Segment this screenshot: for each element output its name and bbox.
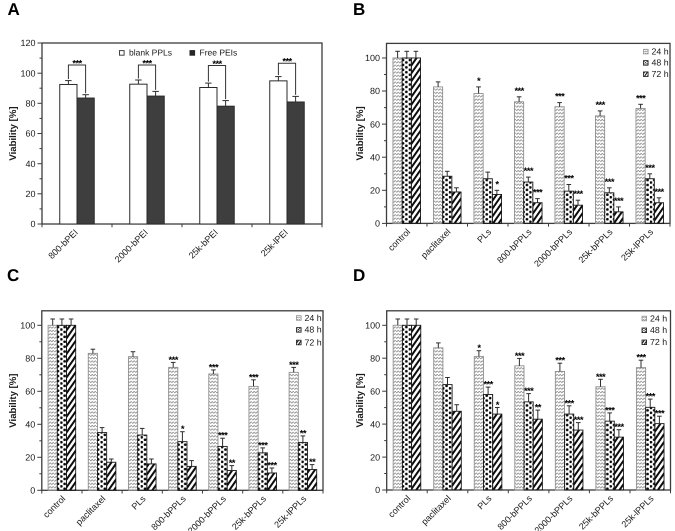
svg-text:48 h: 48 h <box>652 58 669 68</box>
svg-text:80: 80 <box>25 99 35 109</box>
svg-text:100: 100 <box>20 68 35 78</box>
svg-text:***: *** <box>514 86 524 97</box>
svg-text:***: *** <box>614 196 624 207</box>
svg-text:120: 120 <box>20 38 35 48</box>
svg-text:40: 40 <box>370 419 380 429</box>
svg-text:***: *** <box>483 380 493 391</box>
svg-text:**: ** <box>300 428 307 439</box>
svg-text:***: *** <box>596 372 606 383</box>
svg-text:***: *** <box>595 100 605 111</box>
svg-text:80: 80 <box>370 353 380 363</box>
svg-text:***: *** <box>655 409 665 420</box>
svg-text:***: *** <box>555 356 565 367</box>
svg-text:***: *** <box>258 440 268 451</box>
svg-text:***: *** <box>555 92 565 103</box>
svg-text:***: *** <box>72 59 82 70</box>
svg-text:***: *** <box>636 93 646 104</box>
svg-text:60: 60 <box>25 387 35 397</box>
svg-text:40: 40 <box>25 420 35 430</box>
svg-text:24 h: 24 h <box>652 46 669 56</box>
svg-text:***: *** <box>142 59 152 70</box>
svg-text:***: *** <box>574 415 584 426</box>
svg-text:***: *** <box>524 166 534 177</box>
svg-text:***: *** <box>515 351 525 362</box>
svg-text:*: * <box>477 343 481 354</box>
svg-text:***: *** <box>614 422 624 433</box>
svg-text:***: *** <box>218 431 228 442</box>
svg-text:24 h: 24 h <box>305 313 322 323</box>
svg-text:*: * <box>495 179 499 190</box>
svg-text:***: *** <box>209 362 219 373</box>
svg-text:***: *** <box>605 177 615 188</box>
svg-text:Viability [%]: Viability [%] <box>355 373 366 427</box>
svg-text:Free PEIs: Free PEIs <box>200 48 238 58</box>
svg-text:0: 0 <box>30 219 35 229</box>
svg-text:***: *** <box>605 405 615 416</box>
svg-text:60: 60 <box>25 129 35 139</box>
svg-text:C: C <box>7 266 19 285</box>
svg-text:**: ** <box>309 457 316 468</box>
svg-text:***: *** <box>289 360 299 371</box>
svg-text:100: 100 <box>20 321 35 331</box>
svg-text:***: *** <box>524 386 534 397</box>
svg-text:Viability [%]: Viability [%] <box>8 373 19 427</box>
svg-text:*: * <box>477 76 481 87</box>
svg-text:blank PPLs: blank PPLs <box>129 48 172 58</box>
svg-text:0: 0 <box>375 485 380 495</box>
svg-text:60: 60 <box>370 386 380 396</box>
svg-text:100: 100 <box>365 321 380 331</box>
svg-text:48 h: 48 h <box>305 325 322 335</box>
svg-text:**: ** <box>229 458 236 469</box>
svg-text:***: *** <box>533 188 543 199</box>
svg-text:Viability [%]: Viability [%] <box>355 106 366 160</box>
svg-text:100: 100 <box>365 53 380 63</box>
svg-text:60: 60 <box>370 119 380 129</box>
svg-text:Viability [%]: Viability [%] <box>8 106 19 160</box>
svg-text:20: 20 <box>25 453 35 463</box>
svg-text:B: B <box>353 0 365 19</box>
svg-text:***: *** <box>249 372 259 383</box>
svg-text:***: *** <box>645 163 655 174</box>
svg-text:D: D <box>353 266 365 285</box>
svg-text:***: *** <box>169 355 179 366</box>
svg-text:***: *** <box>282 57 292 68</box>
svg-text:***: *** <box>654 187 664 198</box>
svg-text:80: 80 <box>25 354 35 364</box>
svg-text:40: 40 <box>370 152 380 162</box>
svg-text:***: *** <box>212 59 222 70</box>
svg-text:72 h: 72 h <box>652 69 669 79</box>
svg-text:20: 20 <box>370 186 380 196</box>
svg-text:0: 0 <box>375 219 380 229</box>
svg-text:***: *** <box>564 398 574 409</box>
svg-text:*: * <box>496 400 500 411</box>
svg-text:*: * <box>181 424 185 435</box>
svg-text:**: ** <box>535 403 542 414</box>
svg-text:80: 80 <box>370 86 380 96</box>
svg-text:A: A <box>8 0 20 19</box>
svg-text:72 h: 72 h <box>650 337 667 347</box>
svg-text:40: 40 <box>25 159 35 169</box>
svg-text:***: *** <box>646 392 656 403</box>
svg-text:20: 20 <box>370 452 380 462</box>
svg-text:***: *** <box>564 174 574 185</box>
svg-text:72 h: 72 h <box>305 337 322 347</box>
svg-text:***: *** <box>267 461 277 472</box>
svg-text:***: *** <box>636 353 646 364</box>
svg-text:24 h: 24 h <box>650 313 667 323</box>
svg-text:***: *** <box>573 189 583 200</box>
svg-text:48 h: 48 h <box>650 325 667 335</box>
svg-text:0: 0 <box>30 486 35 496</box>
svg-text:20: 20 <box>25 189 35 199</box>
